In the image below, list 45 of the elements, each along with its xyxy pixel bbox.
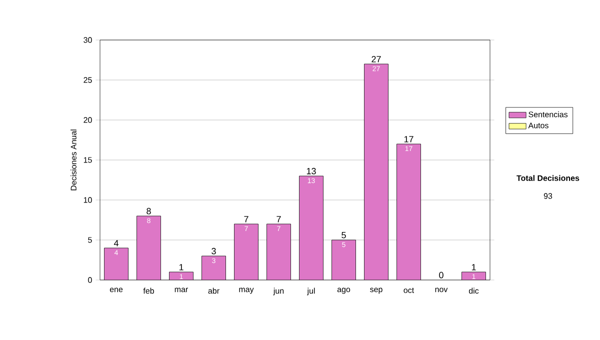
bar (202, 256, 226, 280)
x-tick-label: sep (370, 288, 382, 294)
x-tick-label: ago (337, 288, 350, 294)
y-tick-label: 30 (84, 37, 92, 43)
x-tick-label: may (239, 288, 254, 294)
bar (136, 216, 161, 280)
x-tick-label: abr (208, 288, 220, 294)
y-tick-label: 25 (84, 77, 92, 83)
x-tick-label: dic (468, 288, 479, 294)
x-tick-label: ene (110, 288, 123, 292)
x-tick-label: jul (307, 288, 315, 296)
text: 93 (544, 193, 552, 199)
total-label: 27 (372, 56, 381, 62)
y-tick-label: 0 (88, 277, 92, 283)
legend-label: Sentencias (528, 111, 568, 118)
total-label: 5 (342, 232, 346, 238)
total-label: 0 (439, 272, 444, 278)
text: Total Decisiones (516, 175, 580, 181)
bar (104, 248, 128, 280)
y-axis-title: Decisiones Anual (70, 130, 76, 190)
y-tick-label: 15 (84, 157, 92, 163)
bar (332, 240, 356, 280)
x-tick-label: feb (143, 288, 154, 294)
total-label: 4 (114, 240, 118, 246)
total-label: 13 (306, 168, 316, 174)
x-tick-label: mar (174, 288, 188, 292)
y-tick-label: 20 (84, 117, 92, 123)
bar (299, 176, 324, 280)
total-label: 1 (472, 264, 476, 270)
bar (364, 64, 388, 280)
y-tick-label: 5 (88, 237, 92, 243)
total-label: 17 (404, 136, 414, 142)
x-tick-label: jun (273, 288, 284, 296)
bar (234, 224, 258, 280)
x-tick-label: oct (404, 288, 414, 294)
legend-label: Autos (528, 122, 548, 128)
bar (266, 224, 291, 280)
total-label: 3 (212, 248, 216, 254)
total-label: 8 (146, 208, 151, 214)
total-label: 1 (179, 264, 184, 270)
bar (396, 144, 421, 280)
y-tick-label: 10 (84, 197, 92, 203)
total-label: 7 (244, 216, 248, 222)
total-label: 7 (276, 216, 281, 222)
x-tick-label: nov (435, 288, 448, 292)
